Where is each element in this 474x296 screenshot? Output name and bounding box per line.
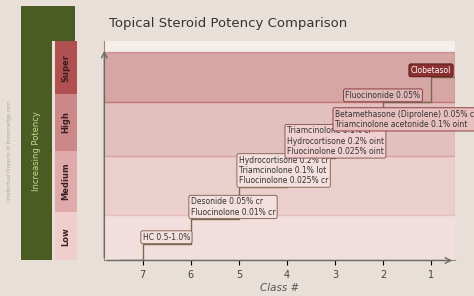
Text: Topical Steroid Potency Comparison: Topical Steroid Potency Comparison [109,17,347,30]
Text: HC 0.5-1.0%: HC 0.5-1.0% [143,233,190,242]
Bar [104,102,455,156]
Text: Clobetasol: Clobetasol [411,66,451,75]
Text: Fluocinonide 0.05%: Fluocinonide 0.05% [346,91,420,100]
Text: Desonide 0.05% cr
Fluocinolone 0.01% cr: Desonide 0.05% cr Fluocinolone 0.01% cr [191,197,275,217]
Text: Hydrocortisone 0.2% cr
Triamcinolone 0.1% lot
Fluocinolone 0.025% cr: Hydrocortisone 0.2% cr Triamcinolone 0.1… [239,156,328,185]
Text: Betamethasone (Diprolene) 0.05% cr
Triamcinolone acetonide 0.1% oint: Betamethasone (Diprolene) 0.05% cr Triam… [335,110,474,129]
Text: Super: Super [62,54,70,82]
Bar [104,156,455,215]
Text: High: High [62,112,70,133]
Text: Medium: Medium [62,163,70,200]
Bar [104,52,455,102]
Bar [104,215,455,260]
Text: Low: Low [62,227,70,246]
Text: Increasing Potency: Increasing Potency [32,111,41,191]
Text: Triamcinolone 0.1% cr
Hydrocortisone 0.2% oint
Fluocinolone 0.025% oint: Triamcinolone 0.1% cr Hydrocortisone 0.2… [287,126,384,156]
Text: Intellectual Property of Knowmedge.com: Intellectual Property of Knowmedge.com [7,101,12,201]
X-axis label: Class #: Class # [260,283,299,293]
